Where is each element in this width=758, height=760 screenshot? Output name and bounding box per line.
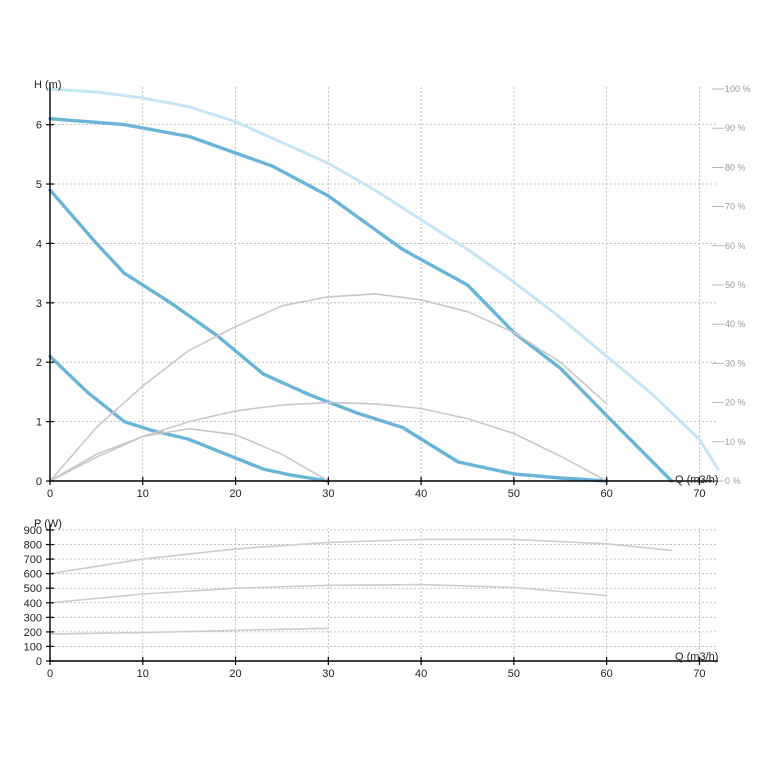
power-axis-label: P (W) (34, 518, 62, 530)
power-chart-y-tick-label: 200 (24, 627, 42, 639)
power-chart-y-tick-label: 0 (36, 656, 42, 668)
power-chart-y-tick-label: 800 (24, 540, 42, 552)
flow-axis-label-top: Q (m3/h) (675, 474, 718, 486)
power-chart-y-tick-label: 600 (24, 569, 42, 581)
power-chart-power-curve-3 (49, 627, 330, 635)
head-chart-y-tick-label: 3 (36, 298, 42, 310)
flow-axis-label-bottom: Q (m3/h) (675, 651, 718, 663)
power-chart-y-tick-label: 500 (24, 583, 42, 595)
power-chart-y-tick-label: 300 (24, 612, 42, 624)
power-chart-x-tick-label: 10 (137, 668, 149, 680)
head-chart-y2-tick-label: 10 % (725, 437, 746, 447)
power-chart: 0 10 20 30 40 50 60 700100200300400500600700800… (24, 518, 719, 680)
power-chart-x-tick-label: 60 (601, 668, 613, 680)
power-chart-x-tick-label: 20 (229, 668, 241, 680)
head-chart-y-tick-label: 2 (36, 357, 42, 369)
head-chart-efficiency-curve-5 (49, 401, 608, 482)
head-chart-y2-tick-label: 100 % (725, 84, 751, 94)
power-chart-y-tick-label: 700 (24, 554, 42, 566)
power-chart-x-tick-label: 0 (47, 668, 53, 680)
head-chart-x-tick-label: 0 (47, 488, 53, 500)
power-chart-power-curve-1 (49, 538, 673, 575)
head-chart-limit-curve-7 (48, 87, 720, 471)
power-chart-y-tick-label: 400 (24, 598, 42, 610)
power-chart-x-tick-label: 70 (693, 668, 705, 680)
head-chart-x-tick-label: 50 (508, 488, 520, 500)
power-chart-x-tick-label: 50 (508, 668, 520, 680)
head-chart-x-tick-label: 70 (693, 488, 705, 500)
head-chart-y-tick-label: 5 (36, 179, 42, 191)
head-chart-y2-tick-label: 90 % (725, 123, 746, 133)
head-chart-y2-tick-label: 20 % (725, 398, 746, 408)
power-chart-x-tick-label: 40 (415, 668, 427, 680)
power-chart-axes: 0 10 20 30 40 50 60 700100200300400500600700800… (24, 524, 718, 680)
head-chart-x-tick-label: 60 (601, 488, 613, 500)
power-chart-power-curve-2 (49, 583, 608, 604)
head-chart-head-curve-1 (48, 117, 674, 483)
head-chart-y2-tick-label: 60 % (725, 241, 746, 251)
head-chart-y2-tick-label: 70 % (725, 202, 746, 212)
head-chart-x-tick-label: 30 (322, 488, 334, 500)
head-chart-y2-tick-label: 0 % (725, 476, 741, 486)
power-chart-series (49, 538, 673, 635)
head-axis-label: H (m) (34, 79, 62, 91)
power-chart-y-tick-label: 900 (24, 525, 42, 537)
head-chart-head-curve-3 (48, 354, 330, 483)
head-chart-efficiency-curve-4 (49, 293, 608, 482)
head-chart-head-curve-2 (48, 188, 609, 483)
head-chart-series (48, 87, 720, 483)
head-chart-y2-tick-label: 50 % (725, 280, 746, 290)
head-chart-x-tick-label: 40 (415, 488, 427, 500)
head-chart-y-tick-label: 0 (36, 476, 42, 488)
head-chart-y-tick-label: 4 (36, 238, 42, 250)
head-chart-y-tick-label: 1 (36, 417, 42, 429)
head-chart-y2-tick-label: 80 % (725, 162, 746, 172)
head-chart-efficiency-curve-6 (49, 427, 330, 482)
head-chart-x-tick-label: 20 (229, 488, 241, 500)
power-chart-y-tick-label: 100 (24, 641, 42, 653)
power-chart-grid (50, 528, 718, 661)
power-chart-x-tick-label: 30 (322, 668, 334, 680)
head-chart-y2-tick-label: 30 % (725, 358, 746, 368)
head-chart-x-tick-label: 10 (137, 488, 149, 500)
head-chart-y-tick-label: 6 (36, 120, 42, 132)
head-chart-y2-tick-label: 40 % (725, 319, 746, 329)
